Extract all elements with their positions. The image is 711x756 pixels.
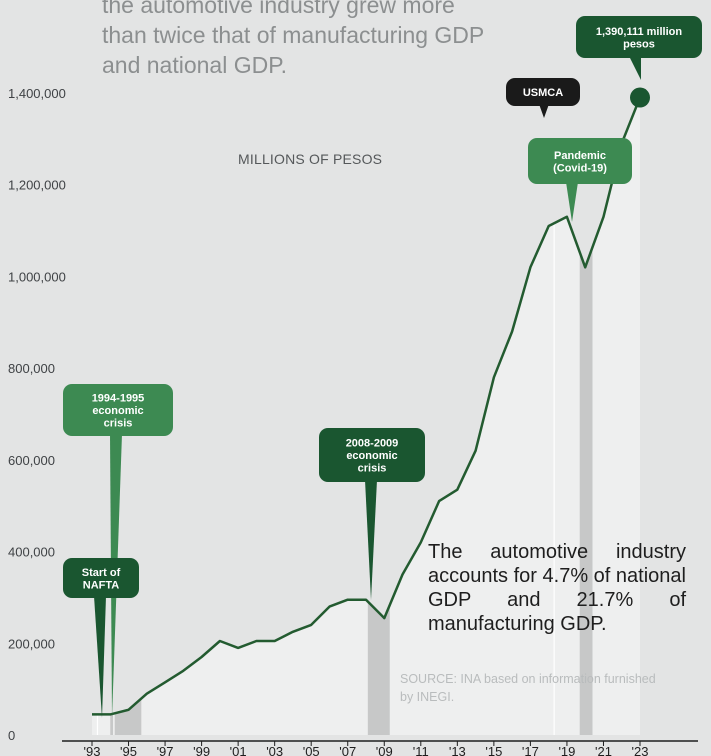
series-line [92,97,642,716]
callout-label: economic [92,405,143,417]
y-axis: 0 200,000 400,000 600,000 800,000 1,000,000 1,… [8,86,66,743]
callout-label: crisis [358,463,387,475]
intro-line-1: the automotive industry grew more [102,0,455,18]
callout-label: NAFTA [83,579,120,591]
y-tick-label: 1,000,000 [8,269,66,284]
callout-2: USMCA [506,78,580,118]
callout-label: economic [346,450,397,462]
callout-label: 2008-2009 [346,438,399,450]
x-axis: '93 '95 '97 '99 '01 '03 '05 '07 '09 '11 '13 '15 '17 '… [62,740,698,756]
y-tick-label: 0 [8,728,15,743]
callout-pointer [629,56,641,80]
series-area-fill [92,97,640,735]
intro-line-2: than twice that of manufacturing GDP [102,22,485,48]
callout-label: USMCA [523,87,563,99]
intro-text: the automotive industry grew more than t… [102,0,542,80]
x-tick-label: '23 [632,744,649,756]
callout-pointer [94,596,106,718]
share-note: The automotive industry accounts for 4.7… [428,541,686,635]
x-tick-label: '13 [449,744,466,756]
y-tick-label: 600,000 [8,453,55,468]
callout-box [319,428,425,482]
period-band-2 [367,97,390,735]
x-tick-label: '15 [485,744,502,756]
intro-line-3: and national GDP. [102,52,287,78]
callout-label: crisis [104,418,133,430]
x-tick-label: '21 [595,744,612,756]
callout-3: Pandemic(Covid-19) [528,138,632,222]
x-tick-label: '03 [266,744,283,756]
x-tick-label: '01 [230,744,247,756]
callout-box [528,138,632,184]
y-tick-label: 800,000 [8,361,55,376]
callout-box [576,16,702,58]
x-tick-label: '93 [84,744,101,756]
y-tick-label: 400,000 [8,545,55,560]
x-tick-label: '05 [303,744,320,756]
x-tick-label: '09 [376,744,393,756]
callout-label: 1994-1995 [92,393,145,405]
callout-pointer [539,104,549,118]
callout-label: 1,390,111 million [596,26,683,38]
y-tick-label: 1,400,000 [8,86,66,101]
y-tick-label: 1,200,000 [8,178,66,193]
callout-box [63,558,139,598]
callout-label: pesos [623,38,655,50]
x-tick-label: '07 [339,744,356,756]
source-note: SOURCE: INA based on information furnish… [400,672,656,704]
callout-pointer [566,182,578,222]
y-axis-unit-label: MILLIONS OF PESOS [238,151,382,167]
x-tick-label: '17 [522,744,539,756]
x-tick-label: '99 [193,744,210,756]
x-tick-label: '11 [413,744,429,756]
series-end-point [630,87,650,108]
callout-label: (Covid-19) [553,162,607,174]
callout-label: Pandemic [554,150,606,162]
callout-label: Start of [82,567,121,579]
x-tick-label: '19 [558,744,575,756]
callout-box [506,78,580,106]
callout-box [63,384,173,436]
x-tick-label: '95 [120,744,137,756]
callout-pointer [365,480,377,600]
y-tick-label: 200,000 [8,636,55,651]
x-tick-label: '97 [157,744,174,756]
